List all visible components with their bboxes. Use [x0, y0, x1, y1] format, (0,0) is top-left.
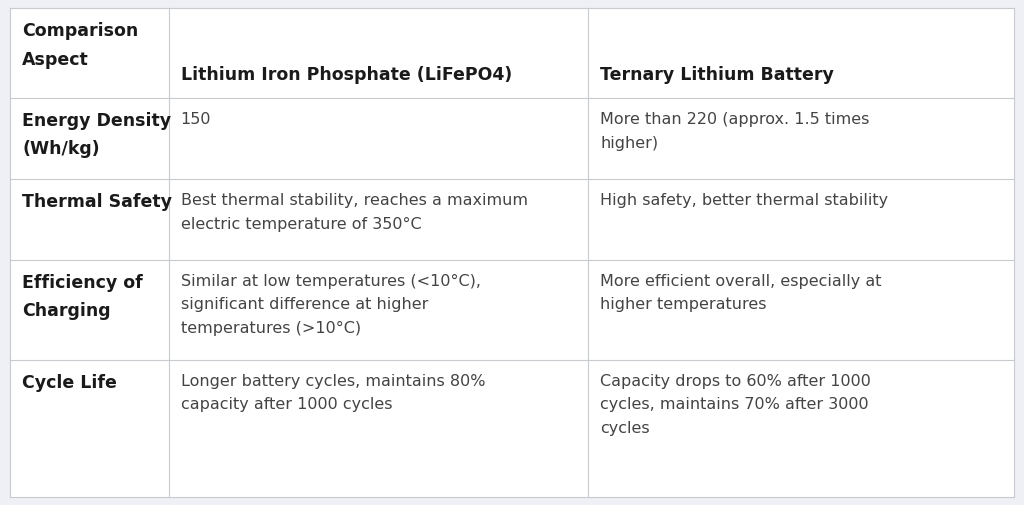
Text: Best thermal stability, reaches a maximum
electric temperature of 350°C: Best thermal stability, reaches a maximu…: [180, 193, 527, 232]
Bar: [10, 98, 169, 179]
Bar: [589, 360, 1014, 497]
Bar: [169, 360, 589, 497]
Text: Ternary Lithium Battery: Ternary Lithium Battery: [600, 67, 835, 84]
Text: More than 220 (approx. 1.5 times
higher): More than 220 (approx. 1.5 times higher): [600, 113, 869, 151]
Bar: [10, 179, 169, 260]
Bar: [589, 98, 1014, 179]
Text: Comparison
Aspect: Comparison Aspect: [22, 22, 138, 69]
Bar: [589, 8, 1014, 98]
Bar: [169, 8, 589, 98]
Bar: [10, 260, 169, 360]
Text: More efficient overall, especially at
higher temperatures: More efficient overall, especially at hi…: [600, 274, 882, 312]
Bar: [10, 8, 169, 98]
Bar: [10, 360, 169, 497]
Text: Thermal Safety: Thermal Safety: [22, 193, 172, 211]
Bar: [169, 260, 589, 360]
Text: Similar at low temperatures (<10°C),
significant difference at higher
temperatur: Similar at low temperatures (<10°C), sig…: [180, 274, 480, 336]
Bar: [589, 179, 1014, 260]
Bar: [589, 260, 1014, 360]
Text: Efficiency of
Charging: Efficiency of Charging: [22, 274, 142, 320]
Bar: [169, 98, 589, 179]
Text: Cycle Life: Cycle Life: [22, 374, 117, 392]
Bar: [169, 179, 589, 260]
Text: Energy Density
(Wh/kg): Energy Density (Wh/kg): [22, 113, 171, 158]
Text: High safety, better thermal stability: High safety, better thermal stability: [600, 193, 889, 208]
Text: Longer battery cycles, maintains 80%
capacity after 1000 cycles: Longer battery cycles, maintains 80% cap…: [180, 374, 485, 413]
Text: Capacity drops to 60% after 1000
cycles, maintains 70% after 3000
cycles: Capacity drops to 60% after 1000 cycles,…: [600, 374, 871, 436]
Text: Lithium Iron Phosphate (LiFePO4): Lithium Iron Phosphate (LiFePO4): [180, 67, 512, 84]
Text: 150: 150: [180, 113, 211, 127]
